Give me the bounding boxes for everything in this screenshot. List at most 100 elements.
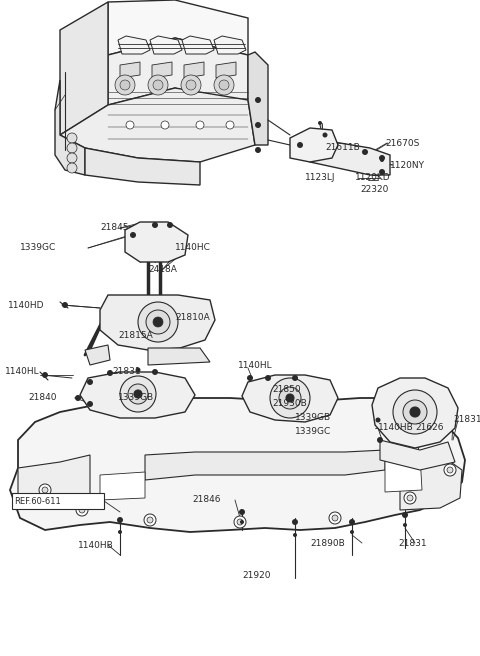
Text: 21831: 21831	[112, 367, 141, 377]
Text: 21670S: 21670S	[385, 138, 420, 148]
Circle shape	[255, 97, 261, 103]
Circle shape	[144, 514, 156, 526]
Circle shape	[67, 143, 77, 153]
Polygon shape	[10, 398, 465, 532]
Polygon shape	[145, 450, 385, 480]
Text: 1339GC: 1339GC	[20, 243, 56, 253]
Circle shape	[380, 158, 384, 162]
Text: 1120KD: 1120KD	[355, 173, 391, 182]
Text: 1123LJ: 1123LJ	[305, 173, 336, 182]
Circle shape	[362, 149, 368, 155]
Circle shape	[403, 523, 407, 527]
Text: 21626: 21626	[415, 424, 444, 432]
Text: 1339GC: 1339GC	[295, 426, 331, 436]
Polygon shape	[400, 458, 462, 510]
Circle shape	[318, 121, 322, 125]
Polygon shape	[385, 455, 422, 492]
Text: 21815A: 21815A	[118, 331, 153, 340]
Polygon shape	[242, 375, 338, 422]
Circle shape	[265, 375, 271, 381]
Circle shape	[42, 372, 48, 378]
Circle shape	[407, 495, 413, 501]
Circle shape	[39, 484, 51, 496]
Text: REF.60-611: REF.60-611	[14, 497, 61, 506]
Circle shape	[152, 222, 158, 228]
Polygon shape	[118, 36, 150, 54]
Circle shape	[118, 530, 122, 534]
Circle shape	[402, 512, 408, 518]
Polygon shape	[100, 472, 145, 500]
Circle shape	[380, 171, 384, 175]
Circle shape	[349, 519, 355, 525]
Polygon shape	[152, 62, 172, 78]
Circle shape	[130, 232, 136, 238]
Text: 1140HB: 1140HB	[78, 541, 114, 550]
Polygon shape	[125, 222, 188, 262]
Circle shape	[87, 379, 93, 385]
Text: 1339GB: 1339GB	[118, 394, 154, 403]
Circle shape	[379, 169, 385, 175]
Text: 2418A: 2418A	[148, 266, 177, 274]
Circle shape	[214, 75, 234, 95]
Polygon shape	[380, 440, 455, 470]
Circle shape	[79, 507, 85, 513]
Circle shape	[120, 376, 156, 412]
Circle shape	[115, 75, 135, 95]
Circle shape	[323, 133, 327, 138]
Circle shape	[135, 367, 141, 373]
Circle shape	[42, 487, 48, 493]
Circle shape	[107, 370, 113, 376]
Text: 21611B: 21611B	[325, 144, 360, 152]
Circle shape	[350, 530, 354, 534]
Circle shape	[444, 464, 456, 476]
Text: 21831B: 21831B	[453, 415, 480, 424]
Circle shape	[270, 378, 310, 418]
Circle shape	[329, 512, 341, 524]
Text: 21840: 21840	[28, 394, 57, 403]
Circle shape	[153, 80, 163, 90]
Circle shape	[393, 390, 437, 434]
Text: 21845: 21845	[100, 224, 129, 232]
Circle shape	[138, 302, 178, 342]
Polygon shape	[120, 62, 140, 78]
Circle shape	[75, 395, 81, 401]
Circle shape	[293, 533, 297, 537]
Text: 22320: 22320	[360, 186, 388, 194]
Text: 21920: 21920	[242, 571, 271, 579]
Bar	[12, 493, 104, 509]
Text: 21810A: 21810A	[175, 314, 210, 323]
Polygon shape	[182, 36, 214, 54]
Text: 21846: 21846	[192, 495, 220, 504]
Polygon shape	[108, 0, 248, 55]
Circle shape	[117, 517, 123, 523]
Text: 1339GB: 1339GB	[295, 413, 331, 422]
Circle shape	[404, 492, 416, 504]
Polygon shape	[85, 345, 110, 365]
Circle shape	[67, 163, 77, 173]
Circle shape	[297, 142, 303, 148]
Circle shape	[410, 407, 420, 417]
Circle shape	[181, 75, 201, 95]
Circle shape	[292, 375, 298, 381]
Circle shape	[167, 222, 173, 228]
Circle shape	[379, 155, 385, 161]
Circle shape	[255, 122, 261, 128]
Circle shape	[161, 121, 169, 129]
Circle shape	[120, 80, 130, 90]
Circle shape	[234, 516, 246, 528]
Text: 1140HL: 1140HL	[238, 361, 273, 369]
Polygon shape	[18, 455, 90, 500]
Circle shape	[255, 147, 261, 153]
Circle shape	[219, 80, 229, 90]
Polygon shape	[148, 348, 210, 365]
Polygon shape	[60, 2, 108, 135]
Circle shape	[67, 153, 77, 163]
Circle shape	[247, 375, 253, 381]
Polygon shape	[248, 52, 268, 145]
Circle shape	[146, 310, 170, 334]
Polygon shape	[214, 36, 246, 54]
Polygon shape	[60, 88, 255, 162]
Text: 1140HC: 1140HC	[175, 243, 211, 253]
Circle shape	[147, 517, 153, 523]
Text: 21890B: 21890B	[310, 539, 345, 548]
